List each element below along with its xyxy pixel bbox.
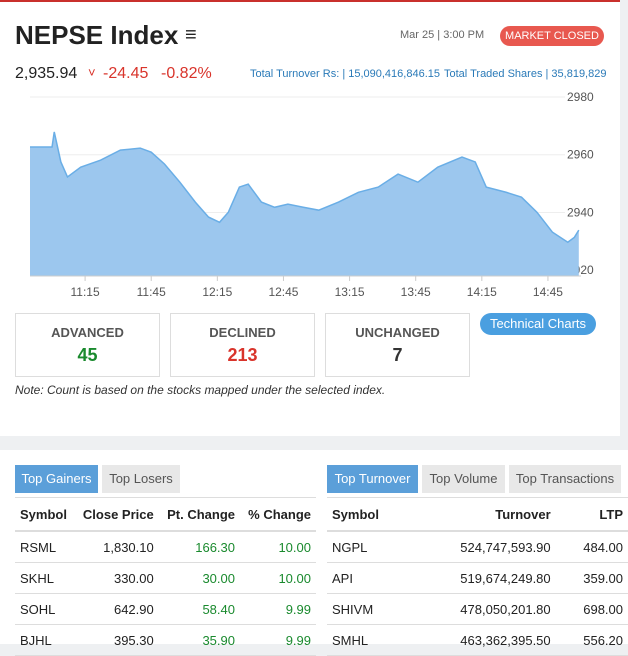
tab[interactable]: Top Turnover: [327, 465, 418, 493]
table-row: SKHL 330.00 30.00 10.00: [15, 562, 316, 594]
table-cell: NGPL: [327, 531, 410, 563]
stat-label: UNCHANGED: [355, 325, 440, 340]
table-cell: BJHL: [15, 624, 75, 656]
table-cell: RSML: [15, 531, 75, 563]
column-header: Turnover: [409, 497, 556, 532]
table-row: RSML 1,830.10 166.30 10.00: [15, 531, 316, 563]
stat-box: ADVANCED 45: [15, 313, 160, 377]
table-cell: 484.00: [555, 531, 628, 563]
table-cell: 698.00: [555, 593, 628, 625]
table-row: SOHL 642.90 58.40 9.99: [15, 593, 316, 625]
column-header: % Change: [240, 497, 316, 532]
tab[interactable]: Top Gainers: [15, 465, 98, 493]
x-tick-label: 14:45: [533, 285, 563, 299]
table-row: SHIVM 478,050,201.80 698.00: [327, 593, 628, 625]
column-header: LTP: [555, 497, 628, 532]
table-cell: SOHL: [15, 593, 75, 625]
stat-box: DECLINED 213: [170, 313, 315, 377]
x-tick-label: 13:45: [401, 285, 431, 299]
table-row: SMHL 463,362,395.50 556.20: [327, 624, 628, 656]
table-cell: 10.00: [240, 531, 316, 563]
technical-charts-button[interactable]: Technical Charts: [480, 313, 596, 335]
table-cell: 524,747,593.90: [409, 531, 556, 563]
traded-shares: Total Traded Shares | 35,819,829: [444, 68, 607, 80]
index-change: -24.45: [103, 65, 149, 82]
table-cell: API: [327, 562, 410, 594]
turnover-table: Symbol Turnover LTP NGPL 524,747,593.90 484.0…: [327, 497, 628, 656]
table-cell: 642.90: [74, 593, 159, 625]
header-row: Symbol Turnover LTP: [327, 497, 628, 532]
market-status: MARKET CLOSED: [500, 26, 604, 46]
line: [30, 131, 580, 244]
header-row: Symbol Close Price Pt. Change% Change: [15, 497, 316, 532]
index-card: NEPSE Index ≡ Mar 25 | 3:00 PM MARKET CL…: [0, 0, 620, 436]
tab[interactable]: Top Volume: [422, 465, 505, 493]
y-tick-label: 2980: [567, 90, 594, 104]
table-cell: 1,830.10: [74, 531, 159, 563]
column-header: Symbol: [327, 497, 410, 532]
x-tick-label: 11:45: [137, 285, 166, 299]
table-cell: 30.00: [158, 562, 240, 594]
stat-label: ADVANCED: [51, 325, 124, 340]
table-cell: 166.30: [158, 531, 240, 563]
table-cell: 9.99: [240, 593, 316, 625]
table-cell: 58.40: [158, 593, 240, 625]
y-tick-label: 2940: [567, 205, 594, 219]
table-cell: 478,050,201.80: [409, 593, 556, 625]
table-cell: 330.00: [74, 562, 159, 594]
note: Note: Count is based on the stocks mappe…: [15, 383, 386, 397]
x-tick-label: 13:15: [335, 285, 365, 299]
stat-label: DECLINED: [209, 325, 276, 340]
stat-value: 213: [227, 345, 258, 365]
stat-value: 7: [392, 345, 403, 365]
stat-box: UNCHANGED 7: [325, 313, 470, 377]
x-tick-label: 14:15: [467, 285, 497, 299]
turnover: Total Turnover Rs: | 15,090,416,846.15: [250, 68, 440, 80]
stat-value: 45: [77, 345, 98, 365]
table-cell: 10.00: [240, 562, 316, 594]
index-value: 2,935.94: [15, 65, 78, 82]
table-cell: 463,362,395.50: [409, 624, 556, 656]
table-cell: 9.99: [240, 624, 316, 656]
table-cell: 556.20: [555, 624, 628, 656]
x-tick-label: 11:15: [71, 285, 100, 299]
table-cell: SMHL: [327, 624, 410, 656]
table-row: NGPL 524,747,593.90 484.00: [327, 531, 628, 563]
column-header: Pt. Change: [158, 497, 240, 532]
title: NEPSE Index: [15, 20, 179, 50]
x-tick-label: 12:15: [202, 285, 232, 299]
table-cell: 359.00: [555, 562, 628, 594]
table-cell: SKHL: [15, 562, 75, 594]
y-tick-label: 2960: [567, 148, 594, 162]
x-tick-label: 12:45: [268, 285, 298, 299]
index-change-pct: -0.82%: [161, 65, 212, 82]
table-cell: 395.30: [74, 624, 159, 656]
table-row: API 519,674,249.80 359.00: [327, 562, 628, 594]
gainers-table: Symbol Close Price Pt. Change% Change RSML 1…: [15, 497, 316, 656]
column-header: Close Price: [74, 497, 159, 532]
table-cell: SHIVM: [327, 593, 410, 625]
down-arrow: ˅: [88, 65, 96, 80]
table-cell: 519,674,249.80: [409, 562, 556, 594]
datetime: Mar 25 | 3:00 PM: [400, 29, 485, 41]
column-header: Symbol: [15, 497, 75, 532]
table-cell: 35.90: [158, 624, 240, 656]
table-row: BJHL 395.30 35.90 9.99: [15, 624, 316, 656]
tab[interactable]: Top Losers: [102, 465, 180, 493]
menu-icon[interactable]: ≡: [185, 24, 197, 46]
tab[interactable]: Top Transactions: [509, 465, 621, 493]
